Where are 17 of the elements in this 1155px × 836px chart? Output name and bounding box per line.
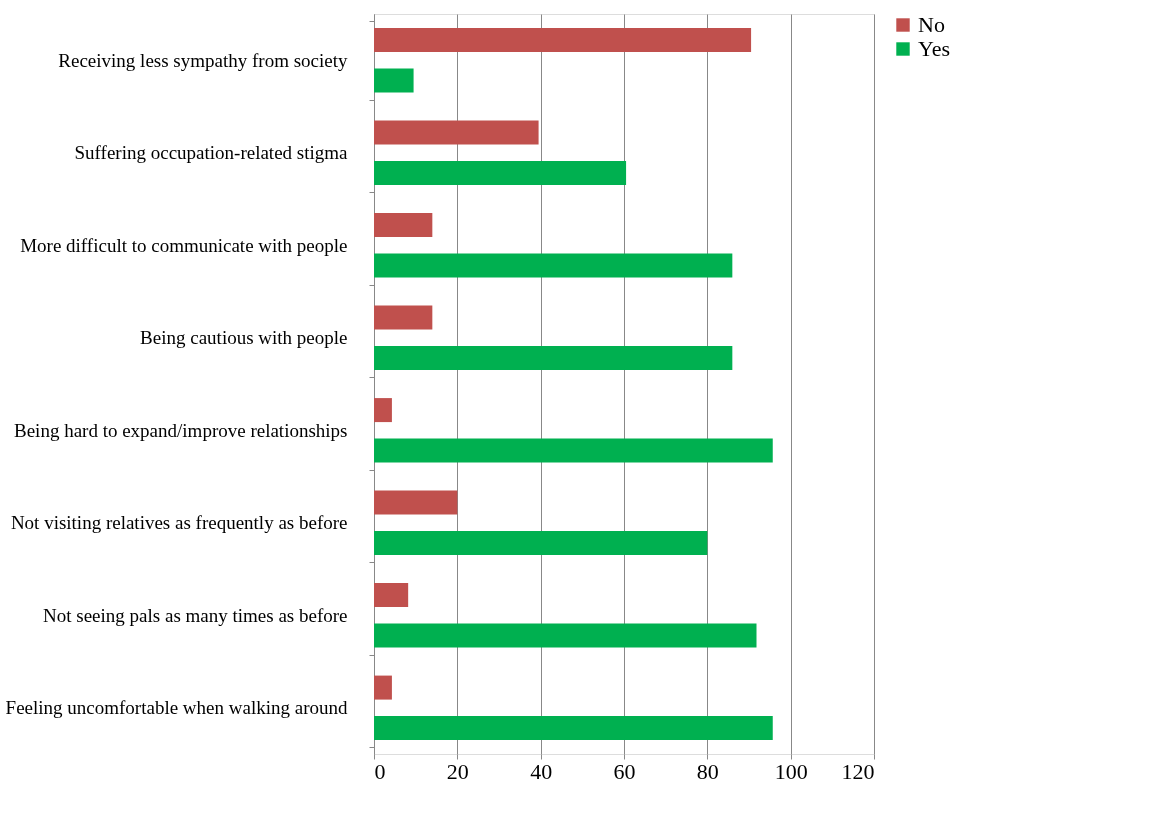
legend-label: Yes	[918, 36, 951, 61]
x-tick-label: 20	[446, 758, 469, 784]
y-tick-label: Receiving less sympathy from society	[58, 49, 348, 71]
x-tick-label: 40	[530, 758, 553, 784]
x-tick-label: 80	[696, 758, 719, 784]
x-tick-label: 0	[374, 758, 386, 784]
y-tick-label: Being cautious with people	[140, 327, 348, 349]
y-tick-label: Not visiting relatives as frequently as before	[10, 512, 348, 534]
y-tick-label: Feeling uncomfortable when walking around	[5, 697, 348, 719]
legend-label: No	[918, 12, 945, 37]
y-tick-label: Suffering occupation-related stigma	[74, 142, 349, 164]
y-tick-label: More difficult to communicate with people	[20, 234, 348, 256]
y-tick-label: Not seeing pals as many times as before	[43, 604, 348, 626]
x-tick-label: 120	[841, 758, 875, 784]
x-tick-label: 100	[774, 758, 808, 784]
y-tick-label: Being hard to expand/improve relationships	[14, 419, 348, 441]
x-tick-label: 60	[613, 758, 636, 784]
